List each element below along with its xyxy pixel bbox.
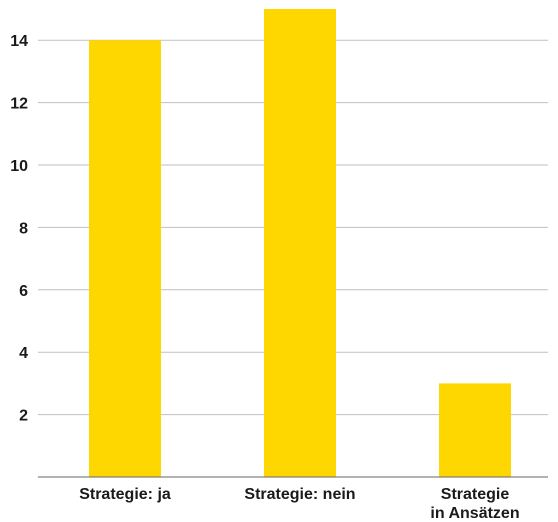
x-category-label-1: Strategie: ja [79,486,171,503]
x-category-label-line: Strategie: nein [244,486,355,503]
x-category-label-2: Strategie: nein [244,486,355,503]
bar-2 [264,9,336,477]
y-tick-label-6: 6 [19,283,28,300]
y-tick-label-2: 2 [19,408,28,425]
x-category-labels: Strategie: ja Strategie: nein Strategie in … [79,486,519,522]
y-tick-label-4: 4 [19,345,28,362]
y-tick-label-12: 12 [10,96,28,113]
x-category-label-3: Strategie in Ansätzen [430,486,519,522]
bar-1 [89,40,161,477]
y-tick-label-14: 14 [10,33,28,50]
y-tick-label-10: 10 [10,158,28,175]
x-category-label-line: in Ansätzen [430,505,519,522]
y-tick-labels: 2 4 6 8 10 12 14 [10,33,28,424]
bar-3 [439,383,511,477]
x-category-label-line: Strategie [441,486,510,503]
bars [89,9,511,477]
y-tick-label-8: 8 [19,220,28,237]
x-category-label-line: Strategie: ja [79,486,171,503]
